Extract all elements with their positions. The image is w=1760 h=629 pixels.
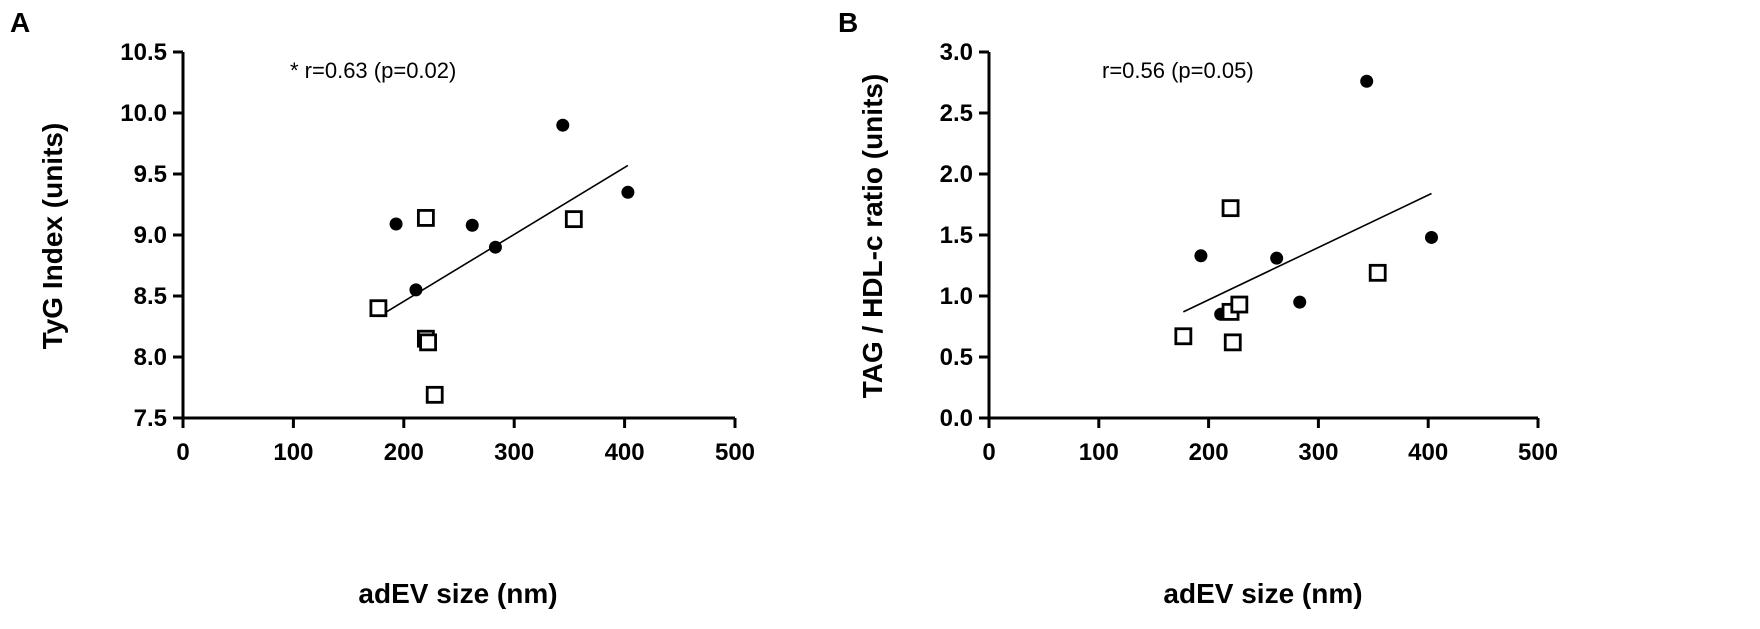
panel-a-y-axis-title: TyG Index (units) xyxy=(37,123,68,350)
panel-a-letter: A xyxy=(10,7,30,38)
panel-a-x-tick-label: 500 xyxy=(715,439,755,466)
panel-a-annotation: * r=0.63 (p=0.02) xyxy=(290,58,456,83)
panel-a-x-tick-label: 200 xyxy=(384,439,424,466)
panel-b-y-tick-label: 0.5 xyxy=(940,344,973,371)
panel-b-y-tick-label: 1.0 xyxy=(940,283,973,310)
panel-b-y-axis-title: TAG / HDL-c ratio (units) xyxy=(857,74,888,399)
panel-b-regression-line xyxy=(1183,192,1432,313)
panel-b-y-tick-label: 2.0 xyxy=(940,161,973,188)
panel-b-x-tick-label: 500 xyxy=(1518,439,1558,466)
panel-a-y-tick-label: 9.5 xyxy=(134,161,167,188)
panel-a-y-tick-label: 8.5 xyxy=(134,283,167,310)
panel-a-data-point-circle xyxy=(389,217,403,231)
panel-a-data-point-circle xyxy=(621,185,635,199)
panel-a-y-tick-label: 10.0 xyxy=(120,100,167,127)
panel-a-x-tick-label: 300 xyxy=(494,439,534,466)
panel-b-x-tick-label: 100 xyxy=(1079,439,1119,466)
panel-a-y-tick-label: 8.0 xyxy=(134,344,167,371)
panel-b-data-point-square xyxy=(1221,199,1240,218)
panel-a-data-point-square xyxy=(416,209,435,227)
panel-b-x-tick-label: 0 xyxy=(982,439,995,466)
panel-b-data-point-circle xyxy=(1270,251,1284,265)
panel-b-y-tick-label: 0.0 xyxy=(940,405,973,432)
panel-a-data-point-circle xyxy=(409,283,423,297)
panel-b-letter: B xyxy=(838,7,858,38)
panel-b-data-point-square xyxy=(1223,333,1242,352)
panel-b-data-point-circle xyxy=(1360,74,1374,88)
panel-b: B r=0.56 (p=0.05) adEV size (nm) TAG / H… xyxy=(838,7,1558,609)
panel-b-data-point-square xyxy=(1368,263,1387,282)
panel-b-x-tick-label: 200 xyxy=(1189,439,1229,466)
panel-b-x-tick-label: 300 xyxy=(1298,439,1338,466)
panel-b-data-point-square xyxy=(1174,327,1193,346)
panel-b-data-point-circle xyxy=(1424,230,1438,244)
panel-b-y-tick-label: 2.5 xyxy=(940,100,973,127)
panel-b-plot-area: 0.0 0.5 1.0 1.5 2.0 2.5 3.0 0 100 200 300 400 500 xyxy=(940,39,1558,466)
panel-a-y-tick-label: 10.5 xyxy=(120,39,167,66)
panel-a-x-tick-label: 400 xyxy=(605,439,645,466)
panel-b-data-point-square xyxy=(1230,295,1249,314)
panel-a-x-axis-title: adEV size (nm) xyxy=(358,578,557,609)
panel-b-data-point-circle xyxy=(1194,249,1208,263)
panel-b-y-tick-label: 1.5 xyxy=(940,222,973,249)
panel-a-data-point-circle xyxy=(488,240,502,254)
panel-b-x-axis-title: adEV size (nm) xyxy=(1163,578,1362,609)
panel-a-y-tick-label: 7.5 xyxy=(134,405,167,432)
panel-a-data-point-square xyxy=(564,210,583,229)
panel-b-y-tick-label: 3.0 xyxy=(940,39,973,66)
panel-a-data-point-square xyxy=(425,385,444,404)
panel-b-data-point-circle xyxy=(1293,295,1307,309)
panel-a-data-point-circle xyxy=(556,118,570,132)
panel-a-y-tick-label: 9.0 xyxy=(134,222,167,249)
panel-a: A * r=0.63 (p=0.02) adEV size (nm) TyG I… xyxy=(10,7,755,609)
panel-a-x-tick-label: 0 xyxy=(176,439,189,466)
panel-b-annotation: r=0.56 (p=0.05) xyxy=(1102,58,1254,83)
panel-a-x-tick-label: 100 xyxy=(273,439,313,466)
panel-a-plot-area: 7.5 8.0 8.5 9.0 9.5 10.0 10.5 0 100 200 300 400 500 xyxy=(120,39,755,466)
panel-b-x-tick-label: 400 xyxy=(1408,439,1448,466)
panel-a-data-point-circle xyxy=(465,218,479,232)
panel-a-data-point-square xyxy=(369,299,388,318)
panel-a-data-point-square xyxy=(419,333,437,352)
